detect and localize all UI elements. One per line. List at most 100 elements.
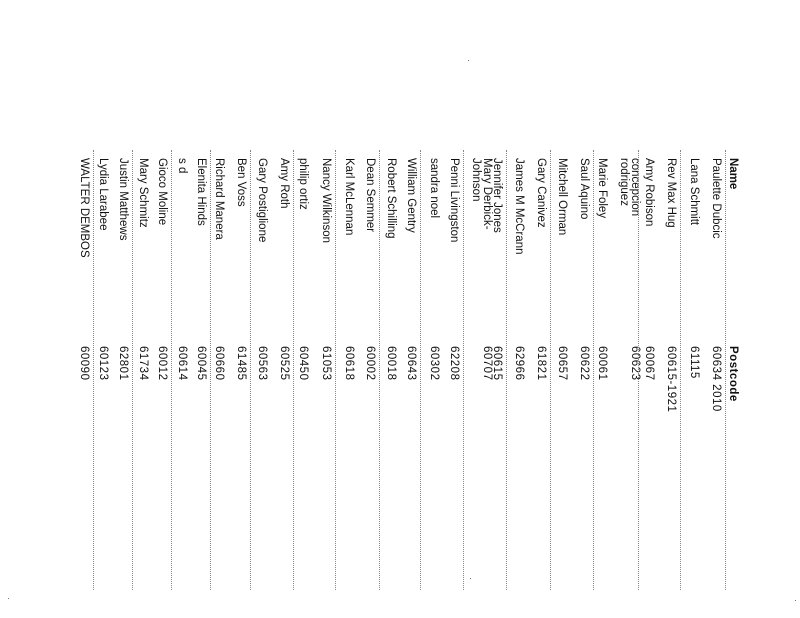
cell-postcode: 62801 (117, 346, 129, 381)
cell-postcode: 60614 (176, 346, 188, 381)
table-row: concepcion rodriguez60623 (618, 158, 641, 380)
cell-postcode: 60450 (297, 346, 309, 381)
cell-name: Gary Canivez (535, 158, 547, 228)
cell-postcode: 60707 (481, 346, 493, 381)
table-row: Saul Aquino 60622 (578, 158, 590, 381)
cell-name: Mary Derbick- Johnson (470, 158, 493, 230)
cell-name: Mary Schmitz (137, 158, 149, 228)
dotted-rule (210, 150, 211, 590)
cell-postcode: 60525 (278, 346, 290, 381)
table-row: Mary Schmitz 61734 (137, 158, 149, 381)
cell-name: Mitchell Orman (556, 158, 568, 236)
dotted-rule (132, 150, 133, 590)
table-row: James M McCrann 62966 (513, 158, 525, 381)
cell-postcode: 60090 (78, 346, 90, 381)
table-row: Marie Foley 60061 (596, 158, 608, 381)
table-row: Dean Semmer 60002 (364, 158, 376, 381)
table-row: WALTER DEMBOS 60090 (78, 158, 90, 381)
cell-postcode: 60615-1921 (665, 346, 677, 413)
scan-speck (795, 600, 796, 601)
cell-postcode: 61734 (137, 346, 149, 381)
scan-speck (470, 578, 471, 579)
dotted-rule (335, 150, 336, 590)
table-row: s d 60614 (176, 158, 188, 381)
cell-postcode: 60643 (405, 346, 417, 381)
header-name: Name (727, 158, 739, 190)
table-row: Lydia Larabee 60123 (97, 158, 109, 381)
header-postcode: Postcode (727, 346, 739, 402)
cell-postcode: 61115 (688, 346, 700, 379)
cell-name: William Gentry (405, 158, 417, 233)
cell-postcode: 60002 (364, 346, 376, 381)
cell-postcode: 60634 2010 (710, 346, 722, 412)
table-row: Lana Schmitt 61115 (688, 158, 700, 379)
cell-name: Penni Livingston (448, 158, 460, 243)
table-row: Mary Derbick- Johnson 60707 (470, 158, 493, 381)
dotted-rule (93, 150, 94, 590)
cell-name: Paulette Dubcic (710, 158, 722, 239)
cell-postcode: 60622 (578, 346, 590, 381)
dotted-rule (593, 150, 594, 590)
table-row: Richard Manera 60660 (213, 158, 225, 381)
cell-name: Lydia Larabee (97, 158, 109, 231)
cell-name: concepcion rodriguez (618, 158, 641, 217)
cell-postcode: 60018 (385, 346, 397, 381)
table-row: William Gentry 60643 (405, 158, 417, 381)
cell-postcode: 62966 (513, 346, 525, 381)
table-row: Penni Livingston 62208 (448, 158, 460, 381)
cell-name: Ben Voss (235, 158, 247, 207)
cell-postcode: 60061 (596, 346, 608, 381)
dotted-rule (293, 150, 294, 590)
cell-postcode: 60563 (256, 346, 268, 381)
scan-speck (468, 60, 469, 61)
dotted-rule (420, 150, 421, 590)
scan-speck (8, 598, 9, 599)
cell-name: Richard Manera (213, 158, 225, 240)
dotted-rule (463, 150, 464, 590)
dotted-rule (506, 150, 507, 590)
cell-name: Rev Max Hug (665, 158, 677, 228)
cell-postcode: 60123 (97, 346, 109, 381)
cell-name: Amy Robison (643, 158, 655, 227)
cell-name: Gioco Moline (156, 158, 168, 226)
table-row: Ben Voss 61485 (235, 158, 247, 381)
cell-name: Karl McLennan (343, 158, 355, 236)
dotted-rule (638, 150, 639, 590)
cell-postcode: 60660 (213, 346, 225, 381)
cell-name: Robert Schilling (385, 158, 397, 239)
cell-name: s d (176, 158, 188, 174)
cell-postcode: 61821 (535, 346, 547, 381)
cell-name: philip ortiz (297, 158, 309, 210)
table-row: Paulette Dubcic 60634 2010 (710, 158, 722, 412)
cell-postcode: 61485 (235, 346, 247, 381)
table-row: Elenita Hinds 60045 (195, 158, 207, 381)
dotted-rule (550, 150, 551, 590)
dotted-rule (379, 150, 380, 590)
table-row: Nancy Wilkinson 61053 (320, 158, 332, 381)
cell-postcode: 60012 (156, 346, 168, 381)
dotted-rule (725, 150, 726, 590)
cell-name: Justin Matthews (117, 158, 129, 241)
cell-postcode: 62208 (448, 346, 460, 381)
cell-name: Marie Foley (596, 158, 608, 219)
cell-name: Lana Schmitt (688, 158, 700, 226)
table-row: Amy Roth 60525 (278, 158, 290, 381)
cell-name: Amy Roth (278, 158, 290, 209)
cell-name: Dean Semmer (364, 158, 376, 233)
cell-postcode: 60045 (195, 346, 207, 381)
table-row: Rev Max Hug 60615-1921 (665, 158, 677, 413)
cell-postcode: 60302 (428, 346, 440, 381)
cell-postcode: 61053 (320, 346, 332, 381)
table-row: Mitchell Orman 60657 (556, 158, 568, 380)
cell-name: Nancy Wilkinson (320, 158, 332, 243)
table-row: philip ortiz 60450 (297, 158, 309, 381)
dotted-rule (171, 150, 172, 590)
table-row: Robert Schilling 60018 (385, 158, 397, 381)
cell-name: WALTER DEMBOS (78, 158, 90, 258)
cell-name: James M McCrann (513, 158, 525, 255)
table-row: Amy Robison 60067 (643, 158, 655, 380)
table-row: Gary Postiglione 60563 (256, 158, 268, 381)
cell-name: Gary Postiglione (256, 158, 268, 243)
table-header: Name Postcode (727, 158, 739, 402)
table-row: Justin Matthews 62801 (117, 158, 129, 381)
